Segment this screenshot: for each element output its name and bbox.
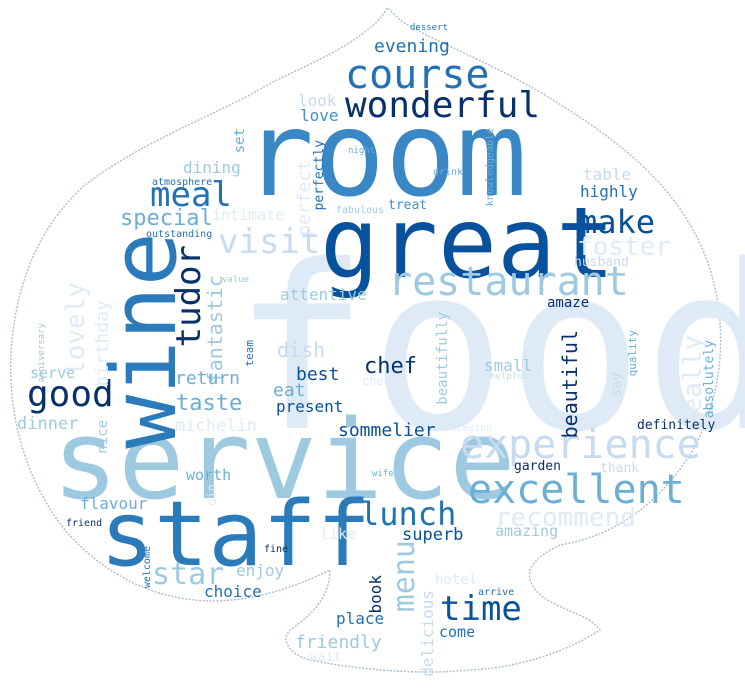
word-love: love bbox=[300, 106, 339, 125]
word-room: room bbox=[243, 85, 528, 223]
word-beautiful: beautiful bbox=[558, 330, 582, 439]
word-quality: quality bbox=[626, 330, 639, 377]
word-special: special bbox=[120, 206, 213, 231]
word-fabulous: fabulous bbox=[336, 205, 385, 216]
word-welcome: welcome bbox=[142, 546, 153, 589]
word-like: like bbox=[320, 525, 357, 543]
word-experience: experience bbox=[460, 422, 701, 468]
word-husband: husband bbox=[574, 255, 629, 270]
word-dinner: dinner bbox=[17, 414, 79, 434]
word-hotel: hotel bbox=[435, 572, 478, 588]
word-value: value bbox=[222, 275, 250, 285]
word-friendly: friendly bbox=[295, 632, 382, 653]
word-present: present bbox=[276, 397, 344, 416]
word-birthday: birthday bbox=[92, 300, 113, 387]
word-food: food bbox=[232, 216, 745, 482]
word-tudor: tudor bbox=[169, 245, 209, 348]
word-outstanding: outstanding bbox=[146, 229, 213, 240]
word-wait: wait bbox=[310, 650, 342, 665]
word-serve: serve bbox=[30, 364, 76, 382]
word-make: make bbox=[578, 203, 656, 241]
word-thank: thank bbox=[600, 461, 640, 476]
word-taste: taste bbox=[176, 391, 243, 416]
word-visit: visit bbox=[218, 222, 321, 262]
word-occasion: occasion bbox=[444, 423, 493, 434]
word-treat: treat bbox=[388, 198, 428, 213]
word-wife: wife bbox=[372, 469, 394, 479]
word-dessert: dessert bbox=[410, 23, 448, 33]
word-anniversary: anniversary bbox=[37, 323, 47, 383]
word-fine: fine bbox=[264, 544, 289, 555]
word-nice: nice bbox=[95, 420, 111, 454]
word-sommelier: sommelier bbox=[338, 420, 436, 441]
word-excellent: excellent bbox=[468, 467, 685, 513]
word-recommend: recommend bbox=[495, 503, 636, 533]
word-garden: garden bbox=[514, 459, 561, 474]
word-look: look bbox=[298, 91, 337, 110]
word-delicious: delicious bbox=[418, 590, 437, 677]
word-return: return bbox=[175, 368, 241, 389]
word-star: star bbox=[152, 557, 225, 592]
word-intimate: intimate bbox=[212, 206, 285, 224]
word-course: course bbox=[345, 52, 490, 98]
word-cheese: cheese bbox=[362, 374, 406, 388]
word-beautifully: beautifully bbox=[435, 312, 451, 405]
word-atmosphere: atmosphere bbox=[152, 177, 213, 188]
word-worth: worth bbox=[186, 466, 232, 484]
word-meal: meal bbox=[150, 175, 232, 215]
word-lunch: lunch bbox=[360, 495, 457, 533]
word-say: say bbox=[609, 372, 625, 398]
word-flavour: flavour bbox=[80, 494, 148, 513]
word-din: din bbox=[205, 484, 219, 506]
word-team: team bbox=[243, 340, 256, 367]
word-enjoy: enjoy bbox=[236, 561, 285, 580]
word-lovely: lovely bbox=[61, 282, 91, 376]
word-menu: menu bbox=[387, 540, 422, 613]
word-choice: choice bbox=[204, 582, 262, 601]
word-helpful: helpful bbox=[490, 372, 528, 382]
spade-border bbox=[9, 6, 722, 673]
word-wonderful: wonderful bbox=[345, 85, 541, 126]
word-good: good bbox=[27, 374, 114, 415]
word-amazing: amazing bbox=[495, 522, 559, 540]
word-arrive: arrive bbox=[478, 587, 515, 598]
word-highly: highly bbox=[580, 182, 638, 201]
word-great: great bbox=[320, 187, 616, 301]
word-come: come bbox=[439, 623, 476, 641]
word-small: small bbox=[484, 356, 533, 375]
word-staff: staff bbox=[100, 482, 371, 587]
word-book: book bbox=[366, 575, 385, 614]
word-dish: dish bbox=[277, 338, 326, 362]
word-superb: superb bbox=[402, 525, 464, 545]
word-friend: friend bbox=[66, 518, 103, 529]
word-absolutely: absolutely bbox=[702, 340, 717, 419]
word-michelin: michelin bbox=[175, 416, 257, 436]
word-table: table bbox=[583, 165, 632, 184]
word-dining: dining bbox=[183, 158, 241, 177]
word-place: place bbox=[336, 609, 385, 628]
word-definitely: definitely bbox=[637, 418, 716, 433]
word-perfectly: perfectly bbox=[312, 140, 327, 211]
word-knowledgeable: knowledgeable bbox=[485, 128, 496, 207]
word-attentive: attentive bbox=[280, 285, 367, 304]
word-eat: eat bbox=[273, 380, 306, 401]
word-evening: evening bbox=[374, 36, 450, 57]
word-drink: drink bbox=[433, 167, 464, 178]
word-best: best bbox=[296, 364, 340, 385]
word-service: service bbox=[52, 396, 516, 524]
word-night: night bbox=[348, 146, 376, 156]
word-restaurant: restaurant bbox=[388, 259, 629, 305]
word-amaze: amaze bbox=[547, 295, 590, 311]
word-set: set bbox=[232, 128, 248, 154]
word-time: time bbox=[440, 589, 522, 629]
word-chef: chef bbox=[364, 354, 417, 379]
word-foster: foster bbox=[577, 232, 671, 262]
